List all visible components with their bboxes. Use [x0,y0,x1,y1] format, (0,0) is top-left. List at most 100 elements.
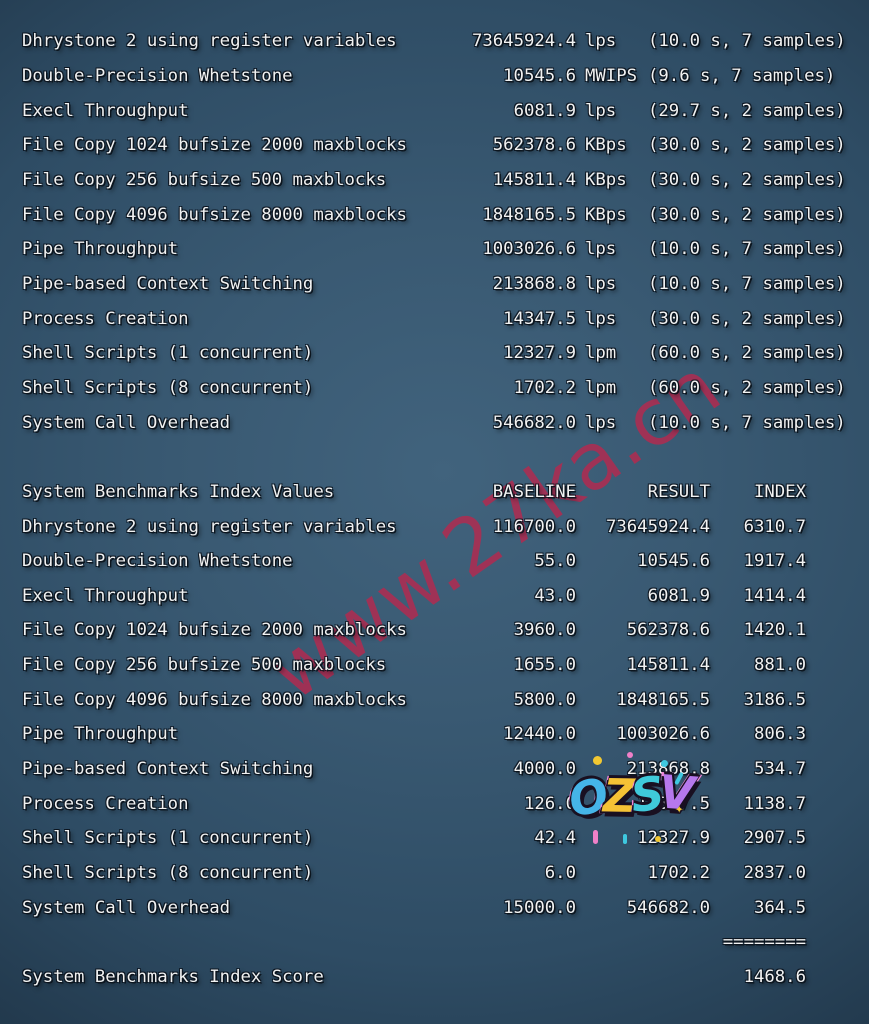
benchmark-result-row: File Copy 4096 bufsize 8000 maxblocks 18… [0,197,869,232]
index-value: 1414.4 [743,585,806,606]
benchmark-name: Shell Scripts (1 concurrent) [22,343,314,364]
benchmark-samples: (30.0 s, 2 samples) [648,135,846,156]
benchmark-result-row: Dhrystone 2 using register variables 736… [0,24,869,59]
benchmark-samples: (60.0 s, 2 samples) [648,343,846,364]
result-value: 562378.6 [626,620,710,641]
benchmark-value: 12327.9 [503,343,576,364]
benchmark-samples: (9.6 s, 7 samples) [648,65,836,86]
result-value: 6081.9 [647,585,710,606]
benchmark-name: Pipe-based Context Switching [22,273,314,294]
baseline-value: 126.0 [523,793,576,814]
index-table-row: File Copy 4096 bufsize 8000 maxblocks 58… [0,682,869,717]
result-value: 1702.2 [647,863,710,884]
benchmark-results-rows: Dhrystone 2 using register variables 736… [0,24,869,440]
benchmark-unit: lpm [585,343,617,364]
baseline-value: 116700.0 [492,516,576,537]
benchmark-result-row: File Copy 1024 bufsize 2000 maxblocks 56… [0,128,869,163]
index-score-value: 1468.6 [743,967,806,988]
index-table-title: System Benchmarks Index Values [22,481,335,502]
benchmark-result-row: Process Creation 14347.5 lps (30.0 s, 2 … [0,301,869,336]
index-table-row: Shell Scripts (8 concurrent) 6.0 1702.2 … [0,856,869,891]
baseline-value: 12440.0 [503,724,576,745]
baseline-value: 5800.0 [513,689,576,710]
benchmark-unit: lps [585,100,617,121]
benchmark-value: 14347.5 [503,308,576,329]
benchmark-name: File Copy 256 bufsize 500 maxblocks [22,655,387,676]
index-value: 1420.1 [743,620,806,641]
benchmark-unit: lps [585,412,617,433]
benchmark-name: Pipe-based Context Switching [22,759,314,780]
benchmark-name: Execl Throughput [22,100,189,121]
benchmark-unit: lps [585,239,617,260]
index-table-row: Process Creation 126.0 14347.5 1138.7 [0,786,869,821]
divider-row: ======== [0,925,869,960]
benchmark-name: Process Creation [22,308,189,329]
benchmark-value: 1702.2 [513,377,576,398]
index-table-row: System Call Overhead 15000.0 546682.0 36… [0,890,869,925]
result-value: 73645924.4 [605,516,710,537]
benchmark-result-row: Shell Scripts (8 concurrent) 1702.2 lpm … [0,371,869,406]
benchmark-value: 10545.6 [503,65,576,86]
benchmark-unit: lpm [585,377,617,398]
baseline-value: 4000.0 [513,759,576,780]
benchmark-result-row: Shell Scripts (1 concurrent) 12327.9 lpm… [0,336,869,371]
benchmark-value: 73645924.4 [471,31,576,52]
benchmark-name: Shell Scripts (1 concurrent) [22,828,314,849]
column-header-result: RESULT [647,481,710,502]
sticker-drip-cyan [623,834,627,844]
result-value: 145811.4 [626,655,710,676]
index-value: 364.5 [753,897,806,918]
benchmark-value: 213868.8 [492,273,576,294]
sticker-dot-cyan [661,760,668,767]
benchmark-samples: (30.0 s, 2 samples) [648,169,846,190]
result-value: 213868.8 [626,759,710,780]
benchmark-samples: (10.0 s, 7 samples) [648,412,846,433]
index-value: 1917.4 [743,551,806,572]
benchmark-unit: lps [585,273,617,294]
baseline-value: 43.0 [534,585,576,606]
benchmark-value: 546682.0 [492,412,576,433]
result-value: 14347.5 [637,793,710,814]
benchmark-samples: (29.7 s, 2 samples) [648,100,846,121]
benchmark-result-row: Double-Precision Whetstone 10545.6 MWIPS… [0,59,869,94]
index-score-label: System Benchmarks Index Score [22,967,324,988]
index-value: 6310.7 [743,516,806,537]
benchmark-name: File Copy 1024 bufsize 2000 maxblocks [22,135,407,156]
result-value: 12327.9 [637,828,710,849]
benchmark-name: Shell Scripts (8 concurrent) [22,377,314,398]
result-value: 1848165.5 [616,689,710,710]
benchmark-value: 562378.6 [492,135,576,156]
sticker-drip-yellow [655,836,661,842]
benchmark-results-section: Dhrystone 2 using register variables 736… [0,24,869,440]
benchmark-unit: KBps [585,169,627,190]
benchmark-name: System Call Overhead [22,412,231,433]
result-value: 1003026.6 [616,724,710,745]
benchmark-name: Process Creation [22,793,189,814]
blank-line [0,440,869,475]
benchmark-samples: (10.0 s, 7 samples) [648,273,846,294]
column-header-baseline: BASELINE [492,481,576,502]
index-table-row: Double-Precision Whetstone 55.0 10545.6 … [0,544,869,579]
benchmark-result-row: Pipe-based Context Switching 213868.8 lp… [0,267,869,302]
index-table-rows: Dhrystone 2 using register variables 116… [0,509,869,925]
benchmark-name: Dhrystone 2 using register variables [22,516,397,537]
index-value: 3186.5 [743,689,806,710]
index-value: 881.0 [753,655,806,676]
ozsv-sticker-text: O Z S V [562,762,698,829]
index-table-row: Dhrystone 2 using register variables 116… [0,509,869,544]
benchmark-name: Double-Precision Whetstone [22,65,293,86]
benchmark-unit: lps [585,31,617,52]
benchmark-result-row: Pipe Throughput 1003026.6 lps (10.0 s, 7… [0,232,869,267]
index-value: 2907.5 [743,828,806,849]
benchmark-name: Execl Throughput [22,585,189,606]
score-divider: ======== [722,932,806,953]
benchmark-name: Pipe Throughput [22,724,179,745]
result-value: 546682.0 [626,897,710,918]
sticker-star-icon: ✦ [675,801,684,817]
benchmark-samples: (10.0 s, 7 samples) [648,239,846,260]
benchmark-samples: (60.0 s, 2 samples) [648,377,846,398]
benchmark-unit: KBps [585,135,627,156]
benchmark-name: Shell Scripts (8 concurrent) [22,863,314,884]
index-value: 1138.7 [743,793,806,814]
